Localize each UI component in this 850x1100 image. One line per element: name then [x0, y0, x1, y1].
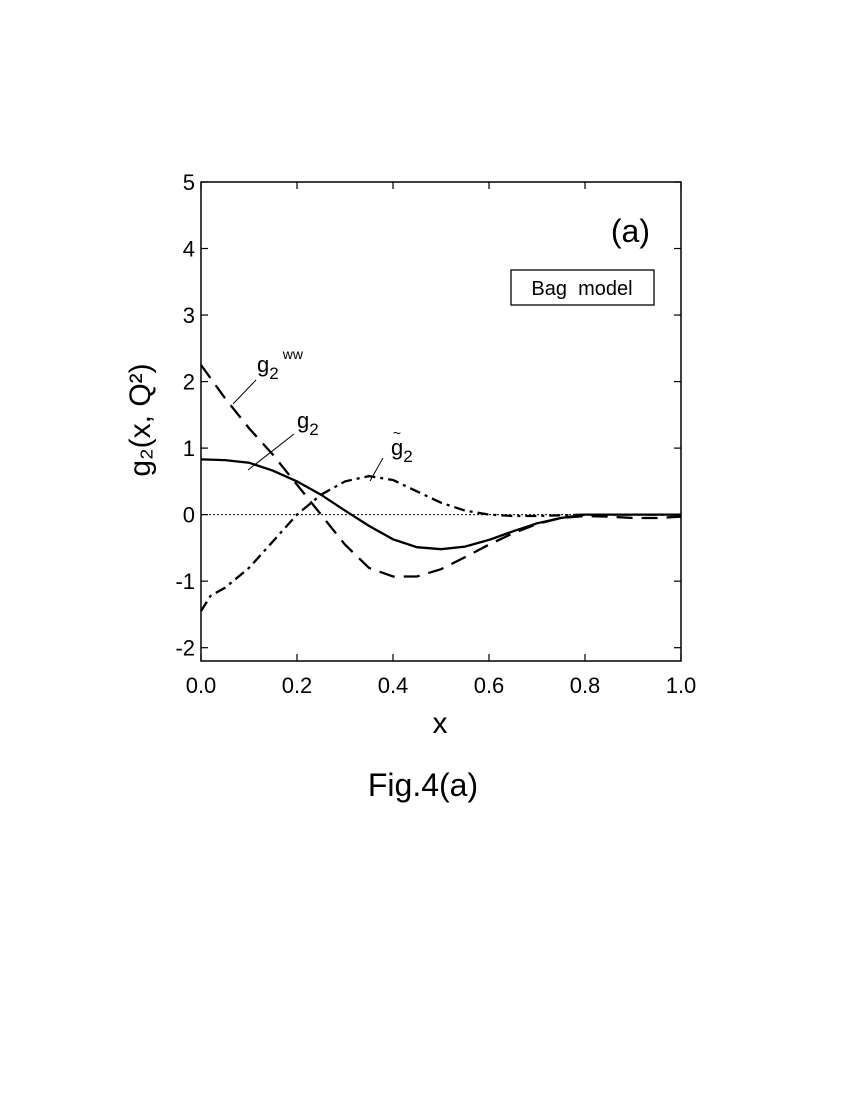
panel-label: (a) — [611, 213, 650, 249]
model-label-text: Bag model — [531, 278, 632, 300]
y-tick-label: -2 — [175, 636, 195, 661]
curve-label-superscript: ww — [282, 346, 304, 362]
x-tick-label: 0.8 — [570, 673, 601, 698]
curve-label-g2-ww: g2ww — [257, 346, 304, 383]
curves — [200, 364, 682, 612]
y-tick-label: 4 — [183, 237, 195, 262]
x-tick-label: 1.0 — [666, 673, 697, 698]
axes: 0.0 0.2 0.4 0.6 0.8 1.0 -2 -1 0 1 2 3 4 5 — [175, 170, 696, 698]
curve-g2 — [200, 458, 681, 551]
y-tick-label: 1 — [183, 436, 195, 461]
x-tick-label: 0.4 — [378, 673, 409, 698]
y-tick-label: 5 — [183, 170, 195, 195]
model-label-box: Bag model — [510, 269, 655, 306]
figure-caption: Fig.4(a) — [368, 767, 478, 803]
curve-label-g2: g2 — [297, 408, 319, 439]
curve-g2-ww — [200, 364, 682, 578]
y-tick-label: 3 — [183, 303, 195, 328]
x-tick-label: 0.2 — [282, 673, 313, 698]
leader-line-g2 — [247, 433, 295, 471]
x-tick-label: 0.0 — [186, 673, 217, 698]
x-tick-label: 0.6 — [474, 673, 505, 698]
y-axis-title: g₂(x, Q²) — [124, 363, 157, 476]
plot-frame — [200, 181, 682, 662]
curve-label-subscript: 2 — [309, 420, 318, 439]
leader-line-g2-tilde — [369, 457, 384, 482]
y-tick-label: 0 — [183, 503, 195, 528]
curve-label-subscript: 2 — [403, 447, 412, 466]
x-axis-title: x — [433, 707, 448, 740]
y-tick-label: -1 — [175, 569, 195, 594]
curve-label-tilde: ~ — [393, 425, 401, 441]
curve-label-subscript: 2 — [269, 364, 278, 383]
leader-line-g2-ww — [232, 379, 257, 405]
curve-g2-tilde — [200, 474, 681, 612]
model-label-frame — [510, 269, 655, 306]
y-tick-label: 2 — [183, 370, 195, 395]
